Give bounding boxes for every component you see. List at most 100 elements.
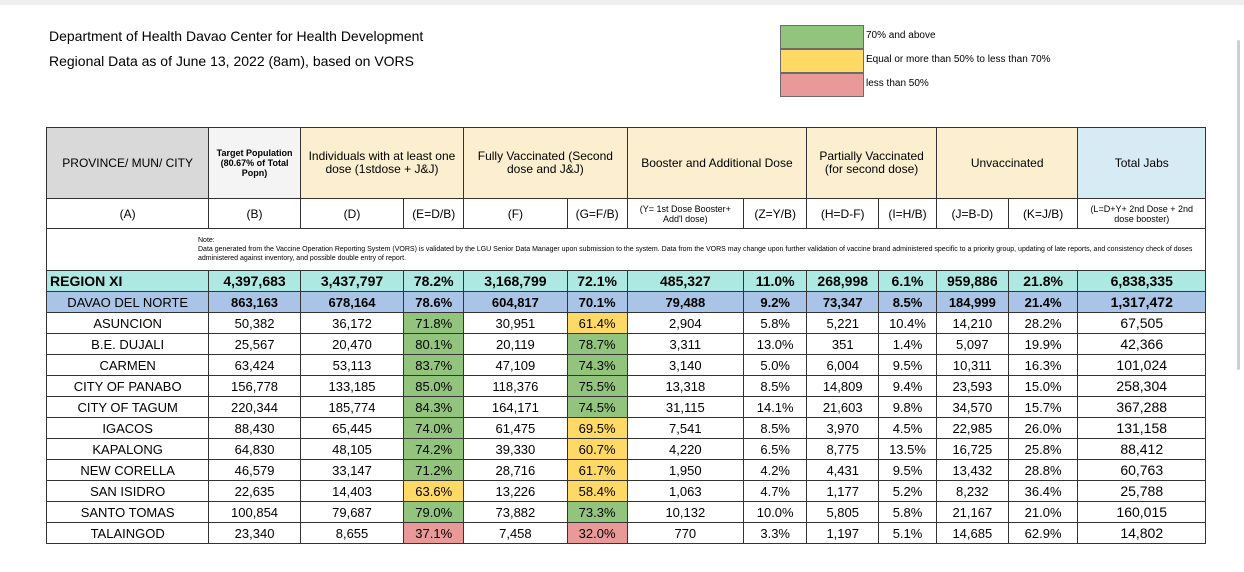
table-row: KAPALONG 64,830 48,105 74.2% 39,330 60.7% 4,22… xyxy=(45,438,1206,460)
table-cell: 61,475 xyxy=(463,417,568,439)
note-label: Note: xyxy=(198,237,215,244)
table-cell: 4,431 xyxy=(806,459,880,481)
legend-label: 70% and above xyxy=(866,30,936,41)
table-cell: 73,882 xyxy=(463,501,568,523)
table-cell: 8,775 xyxy=(806,438,880,460)
table-cell: 78.7% xyxy=(566,333,628,355)
table-cell: 37.1% xyxy=(403,522,465,544)
table-cell: 8,655 xyxy=(299,522,405,544)
table-cell: 74.5% xyxy=(566,396,628,418)
table-cell: 5.8% xyxy=(743,312,808,334)
col-header-booster: Booster and Additional Dose xyxy=(626,127,808,199)
legend-swatch-red xyxy=(780,73,864,97)
vaccination-table: PROVINCE/ MUN/ CITY Target Population (8… xyxy=(45,127,1206,544)
municipality-name: CARMEN xyxy=(45,354,210,376)
table-cell: 58.4% xyxy=(566,480,628,502)
subheader-cell: (A) xyxy=(45,198,210,229)
table-cell: 67,505 xyxy=(1077,312,1206,334)
table-cell: 50,382 xyxy=(208,312,301,334)
province-cell: 678,164 xyxy=(299,291,405,313)
table-cell: 15.7% xyxy=(1007,396,1079,418)
table-cell: 4.7% xyxy=(743,480,808,502)
table-row: SANTO TOMAS 100,854 79,687 79.0% 73,882 73.3%… xyxy=(45,501,1206,523)
table-cell: 770 xyxy=(626,522,745,544)
table-cell: 36.4% xyxy=(1007,480,1079,502)
subheader-cell: (L=D+Y+ 2nd Dose + 2nd dose booster) xyxy=(1077,198,1206,229)
table-cell: 6.5% xyxy=(743,438,808,460)
table-cell: 36,172 xyxy=(299,312,405,334)
table-cell: 34,570 xyxy=(935,396,1009,418)
region-cell: 72.1% xyxy=(566,270,628,292)
table-cell: 14,802 xyxy=(1077,522,1206,544)
table-cell: 22,985 xyxy=(935,417,1009,439)
col-header-province: PROVINCE/ MUN/ CITY xyxy=(45,127,210,199)
subheader-cell: (D) xyxy=(299,198,405,229)
table-cell: 3,311 xyxy=(626,333,745,355)
table-cell: 8.5% xyxy=(743,375,808,397)
table-cell: 25.8% xyxy=(1007,438,1079,460)
table-cell: 73.3% xyxy=(566,501,628,523)
table-cell: 42,366 xyxy=(1077,333,1206,355)
table-cell: 23,340 xyxy=(208,522,301,544)
table-cell: 185,774 xyxy=(299,396,405,418)
subheader-cell: (Z=Y/B) xyxy=(743,198,808,229)
table-cell: 13,432 xyxy=(935,459,1009,481)
municipality-name: TALAINGOD xyxy=(45,522,210,544)
subheader-cell: (G=F/B) xyxy=(566,198,628,229)
col-header-total-jabs: Total Jabs xyxy=(1077,127,1206,199)
note-cell: Note: Data generated from the Vaccine Op… xyxy=(46,228,1206,271)
table-cell: 21.0% xyxy=(1007,501,1079,523)
table-cell: 60,763 xyxy=(1077,459,1206,481)
table-cell: 88,412 xyxy=(1077,438,1206,460)
table-cell: 7,458 xyxy=(463,522,568,544)
table-cell: 32.0% xyxy=(566,522,628,544)
table-cell: 220,344 xyxy=(208,396,301,418)
legend-swatch-green xyxy=(780,25,864,49)
region-cell: 959,886 xyxy=(935,270,1009,292)
municipality-name: SANTO TOMAS xyxy=(45,501,210,523)
region-cell: 6.1% xyxy=(878,270,937,292)
table-cell: 71.8% xyxy=(403,312,465,334)
table-cell: 10,311 xyxy=(935,354,1009,376)
table-cell: 10,132 xyxy=(626,501,745,523)
table-cell: 101,024 xyxy=(1077,354,1206,376)
legend-item: 70% and above xyxy=(780,25,1110,49)
table-cell: 13,226 xyxy=(463,480,568,502)
legend-swatch-yellow xyxy=(780,49,864,73)
province-name: DAVAO DEL NORTE xyxy=(45,291,210,313)
subheader-cell: (J=B-D) xyxy=(935,198,1009,229)
table-cell: 65,445 xyxy=(299,417,405,439)
table-cell: 20,470 xyxy=(299,333,405,355)
table-row: NEW CORELLA 46,579 33,147 71.2% 28,716 61.7% 1… xyxy=(45,459,1206,481)
province-cell: 863,163 xyxy=(208,291,301,313)
col-header-target: Target Population (80.67% of Total Popn) xyxy=(208,127,301,199)
municipality-name: CITY OF PANABO xyxy=(45,375,210,397)
table-cell: 9.8% xyxy=(878,396,937,418)
table-cell: 5,097 xyxy=(935,333,1009,355)
table-cell: 156,778 xyxy=(208,375,301,397)
subheader-cell: (K=J/B) xyxy=(1007,198,1079,229)
region-cell: 78.2% xyxy=(403,270,465,292)
table-cell: 19.9% xyxy=(1007,333,1079,355)
table-cell: 100,854 xyxy=(208,501,301,523)
legend-item: Equal or more than 50% to less than 70% xyxy=(780,49,1110,73)
province-cell: 73,347 xyxy=(806,291,880,313)
table-cell: 30,951 xyxy=(463,312,568,334)
table-row: TALAINGOD 23,340 8,655 37.1% 7,458 32.0% 770 3.… xyxy=(45,522,1206,544)
region-cell: 3,437,797 xyxy=(299,270,405,292)
region-cell: 268,998 xyxy=(806,270,880,292)
col-header-first-dose: Individuals with at least one dose (1std… xyxy=(299,127,465,199)
table-cell: 25,567 xyxy=(208,333,301,355)
scrollbar[interactable] xyxy=(1237,40,1240,370)
table-cell: 133,185 xyxy=(299,375,405,397)
table-cell: 80.1% xyxy=(403,333,465,355)
table-cell: 6,004 xyxy=(806,354,880,376)
table-cell: 5.1% xyxy=(878,522,937,544)
table-cell: 1,950 xyxy=(626,459,745,481)
table-cell: 1,063 xyxy=(626,480,745,502)
table-cell: 63.6% xyxy=(403,480,465,502)
table-cell: 75.5% xyxy=(566,375,628,397)
table-cell: 258,304 xyxy=(1077,375,1206,397)
table-cell: 164,171 xyxy=(463,396,568,418)
subheader-cell: (Y= 1st Dose Booster+ Add'l dose) xyxy=(626,198,745,229)
